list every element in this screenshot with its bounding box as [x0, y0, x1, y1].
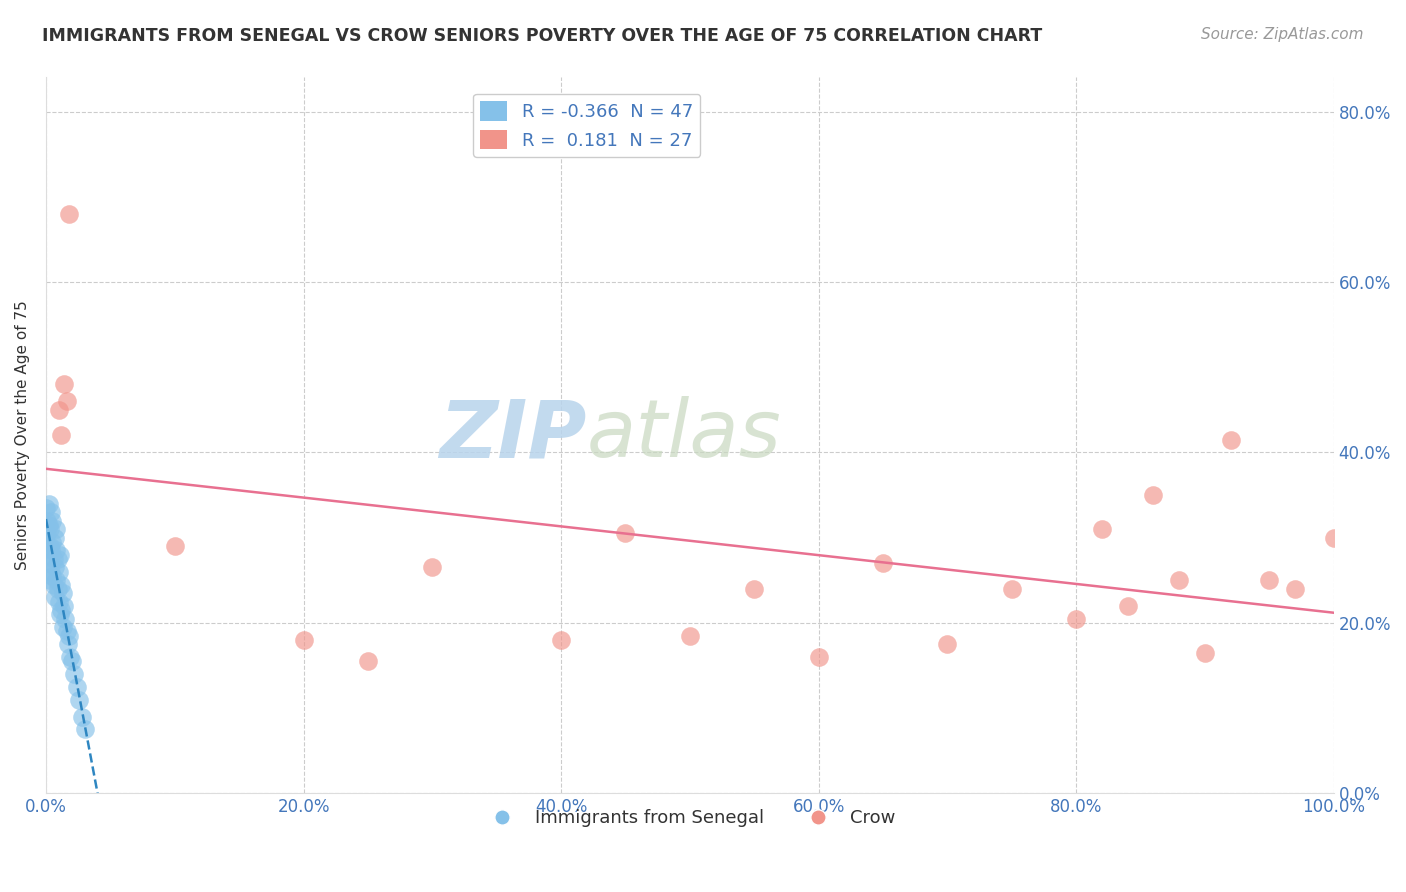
Point: [42, 552, 65, 566]
Point: [1323, 531, 1346, 545]
Point: [45, 522, 67, 536]
Point: [69, 692, 91, 706]
Point: [38, 497, 60, 511]
Point: [742, 582, 765, 596]
Point: [550, 632, 572, 647]
Point: [1064, 612, 1087, 626]
Point: [1194, 646, 1216, 660]
Point: [39, 505, 62, 519]
Point: [1142, 488, 1164, 502]
Point: [44, 560, 66, 574]
Point: [38, 574, 60, 588]
Point: [45, 574, 67, 588]
Point: [38, 556, 60, 570]
Point: [59, 650, 82, 665]
Point: [39, 543, 62, 558]
Point: [35, 535, 58, 549]
Point: [49, 607, 72, 622]
Point: [35, 500, 58, 515]
Point: [807, 650, 830, 665]
Point: [48, 594, 70, 608]
Point: [1168, 574, 1191, 588]
Point: [46, 552, 69, 566]
Point: [38, 539, 60, 553]
Point: [872, 556, 894, 570]
Point: [936, 637, 959, 651]
Point: [49, 548, 72, 562]
Point: [44, 531, 66, 545]
Point: [614, 526, 637, 541]
Text: atlas: atlas: [586, 396, 782, 475]
Point: [52, 586, 75, 600]
Point: [42, 577, 65, 591]
Point: [70, 709, 93, 723]
Point: [63, 667, 86, 681]
Point: [41, 535, 63, 549]
Point: [1116, 599, 1139, 613]
Point: [45, 543, 67, 558]
Point: [41, 514, 63, 528]
Point: [38, 522, 60, 536]
Point: [51, 577, 73, 591]
Point: [1258, 574, 1281, 588]
Point: [58, 207, 80, 221]
Legend: Immigrants from Senegal, Crow: Immigrants from Senegal, Crow: [477, 802, 903, 834]
Point: [37, 514, 59, 528]
Point: [679, 629, 702, 643]
Point: [44, 591, 66, 605]
Point: [48, 402, 70, 417]
Point: [53, 377, 76, 392]
Point: [51, 603, 73, 617]
Point: [292, 632, 315, 647]
Point: [55, 624, 77, 639]
Text: ZIP: ZIP: [440, 396, 586, 475]
Y-axis label: Seniors Poverty Over the Age of 75: Seniors Poverty Over the Age of 75: [15, 301, 30, 570]
Point: [58, 629, 80, 643]
Point: [48, 565, 70, 579]
Point: [38, 517, 60, 532]
Point: [37, 548, 59, 562]
Point: [53, 612, 76, 626]
Point: [55, 394, 77, 409]
Point: [52, 620, 75, 634]
Point: [73, 723, 96, 737]
Point: [357, 654, 380, 668]
Point: [1219, 433, 1241, 447]
Text: IMMIGRANTS FROM SENEGAL VS CROW SENIORS POVERTY OVER THE AGE OF 75 CORRELATION C: IMMIGRANTS FROM SENEGAL VS CROW SENIORS …: [42, 27, 1042, 45]
Point: [163, 539, 186, 553]
Point: [37, 526, 59, 541]
Point: [56, 637, 79, 651]
Point: [46, 582, 69, 596]
Point: [53, 599, 76, 613]
Point: [51, 428, 73, 442]
Point: [1284, 582, 1306, 596]
Point: [420, 560, 443, 574]
Point: [60, 654, 83, 668]
Point: [1091, 522, 1114, 536]
Point: [39, 565, 62, 579]
Point: [1001, 582, 1024, 596]
Text: Source: ZipAtlas.com: Source: ZipAtlas.com: [1201, 27, 1364, 42]
Point: [41, 569, 63, 583]
Point: [66, 680, 89, 694]
